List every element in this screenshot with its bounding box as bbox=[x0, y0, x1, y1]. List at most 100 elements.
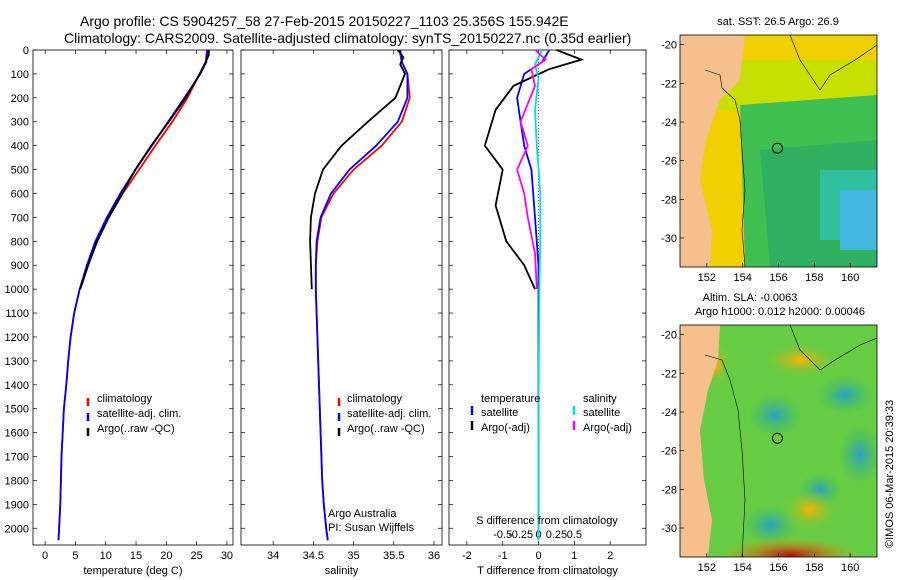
x-tick-label: 1 bbox=[571, 550, 577, 562]
diff-legend-s-satellite: satellite bbox=[583, 407, 620, 419]
x-tick-label: 2 bbox=[607, 550, 613, 562]
x-tick-label: 0 bbox=[42, 550, 48, 562]
map-x-tick-label: 160 bbox=[841, 562, 859, 574]
panel-frame bbox=[32, 49, 234, 546]
series-satellite-adj-clim- bbox=[314, 49, 409, 541]
y-tick-label: 1300 bbox=[5, 356, 29, 368]
temperature-panel: 0100200300400500600700800900100011001200… bbox=[5, 45, 234, 577]
legend-argo: Argo(..raw -QC) bbox=[97, 423, 175, 435]
y-tick-label: 300 bbox=[11, 117, 29, 129]
diff-legend-t-argo: Argo(-adj) bbox=[481, 422, 530, 434]
map-x-tick-label: 156 bbox=[769, 272, 787, 284]
x-axis-label: T difference from climatology bbox=[477, 565, 618, 577]
x-tick-label: -2 bbox=[462, 550, 472, 562]
y-tick-label: 800 bbox=[11, 236, 29, 248]
x-tick-label: 30 bbox=[221, 550, 233, 562]
sla-map-title: Altim. SLA: -0.0063 bbox=[703, 292, 798, 304]
sst-map-title: sat. SST: 26.5 Argo: 26.9 bbox=[717, 16, 839, 28]
x-tick-label: 10 bbox=[100, 550, 112, 562]
map-x-tick-label: 152 bbox=[698, 562, 716, 574]
x-tick-label: 5 bbox=[72, 550, 78, 562]
x-axis-label: salinity bbox=[325, 565, 359, 577]
map-y-tick-label: -20 bbox=[661, 330, 677, 342]
x-tick-label: 25 bbox=[191, 550, 203, 562]
map-x-tick-label: 158 bbox=[805, 562, 823, 574]
y-tick-label: 200 bbox=[11, 93, 29, 105]
y-tick-label: 2000 bbox=[5, 523, 29, 535]
map-y-tick-label: -20 bbox=[661, 40, 677, 52]
map-y-tick-label: -26 bbox=[661, 446, 677, 458]
y-tick-label: 400 bbox=[11, 141, 29, 153]
sla-map: Altim. SLA: -0.0063 Argo h1000: 0.012 h2… bbox=[661, 292, 878, 574]
top-tick-label: -0.5 bbox=[493, 529, 512, 541]
panel-frame bbox=[240, 49, 443, 546]
y-tick-label: 900 bbox=[11, 260, 29, 272]
x-tick-label: 35 bbox=[347, 550, 359, 562]
map-y-tick-label: -24 bbox=[661, 117, 677, 129]
y-tick-label: 700 bbox=[11, 212, 29, 224]
map-y-tick-label: -30 bbox=[661, 233, 677, 245]
map-x-tick-label: 152 bbox=[698, 272, 716, 284]
map-x-tick-label: 156 bbox=[769, 562, 787, 574]
annotation-argo-australia: Argo Australia bbox=[328, 508, 397, 520]
map-y-tick-label: -26 bbox=[661, 156, 677, 168]
map-x-tick-label: 154 bbox=[734, 272, 752, 284]
x-tick-label: -1 bbox=[498, 550, 508, 562]
imos-watermark: ©IMOS 06-Mar-2015 20:39:33 bbox=[884, 400, 896, 548]
y-tick-label: 1900 bbox=[5, 499, 29, 511]
map-x-tick-label: 160 bbox=[841, 272, 859, 284]
diff-legend-t-satellite: satellite bbox=[481, 407, 518, 419]
diff-top-xlabel: S difference from climatology bbox=[476, 515, 618, 527]
sst-argo-marker bbox=[771, 142, 783, 154]
map-y-tick-label: -24 bbox=[661, 407, 677, 419]
x-axis-label: temperature (deg C) bbox=[83, 565, 182, 577]
diff-legend-s-argo: Argo(-adj) bbox=[583, 422, 632, 434]
sal-legend-satellite: satellite-adj. clim. bbox=[347, 408, 431, 420]
x-tick-label: 0 bbox=[535, 550, 541, 562]
series-satellite-adj-clim- bbox=[57, 49, 209, 541]
sla-map-subtitle: Argo h1000: 0.012 h2000: 0.00046 bbox=[695, 306, 865, 318]
y-tick-label: 100 bbox=[11, 69, 29, 81]
top-tick-label: -0.25 bbox=[508, 529, 533, 541]
y-tick-label: 500 bbox=[11, 165, 29, 177]
map-x-tick-label: 158 bbox=[805, 272, 823, 284]
diff-legend-salinity-title: salinity bbox=[583, 393, 617, 405]
y-tick-label: 1500 bbox=[5, 404, 29, 416]
x-tick-label: 35.5 bbox=[383, 550, 404, 562]
y-tick-label: 1700 bbox=[5, 452, 29, 464]
sst-map: sat. SST: 26.5 Argo: 26.9 152 154 156 158 16… bbox=[661, 16, 878, 284]
x-tick-label: 20 bbox=[160, 550, 172, 562]
y-tick-label: 1100 bbox=[5, 308, 29, 320]
y-tick-label: 0 bbox=[23, 45, 29, 57]
map-y-tick-label: -28 bbox=[661, 194, 677, 206]
map-y-tick-label: -22 bbox=[661, 78, 677, 90]
y-tick-label: 1800 bbox=[5, 475, 29, 487]
y-tick-label: 1200 bbox=[5, 332, 29, 344]
difference-panel: -2 -1 0 1 2 T difference from climatology -0.5… bbox=[448, 49, 647, 577]
x-tick-label: 34.5 bbox=[303, 550, 324, 562]
series-t-argo-adj- bbox=[483, 49, 585, 290]
series-s-argo-adj- bbox=[516, 49, 548, 290]
temperature-legend: climatology satellite-adj. clim. Argo(..… bbox=[86, 393, 181, 436]
sal-legend-argo: Argo(..raw -QC) bbox=[347, 423, 425, 435]
map-y-tick-label: -22 bbox=[661, 368, 677, 380]
y-tick-label: 1000 bbox=[5, 284, 29, 296]
y-tick-label: 1600 bbox=[5, 428, 29, 440]
legend-satellite: satellite-adj. clim. bbox=[97, 408, 181, 420]
map-y-tick-label: -30 bbox=[661, 523, 677, 535]
map-x-tick-label: 154 bbox=[734, 562, 752, 574]
series-argo-raw-qc- bbox=[79, 50, 210, 290]
diff-legend-temperature-title: temperature bbox=[481, 393, 540, 405]
x-tick-label: 15 bbox=[130, 550, 142, 562]
x-tick-label: 34 bbox=[267, 550, 279, 562]
difference-legend: temperature satellite Argo(-adj) salinit… bbox=[470, 393, 632, 434]
sla-argo-marker bbox=[771, 432, 783, 444]
salinity-legend: climatology satellite-adj. clim. Argo(..… bbox=[337, 393, 431, 436]
legend-climatology: climatology bbox=[97, 393, 153, 405]
sal-legend-climatology: climatology bbox=[347, 393, 403, 405]
top-tick-label: 0.25 bbox=[546, 529, 567, 541]
map-y-tick-label: -28 bbox=[661, 484, 677, 496]
series-s-satellite bbox=[534, 49, 543, 541]
series-climatology bbox=[57, 49, 208, 541]
